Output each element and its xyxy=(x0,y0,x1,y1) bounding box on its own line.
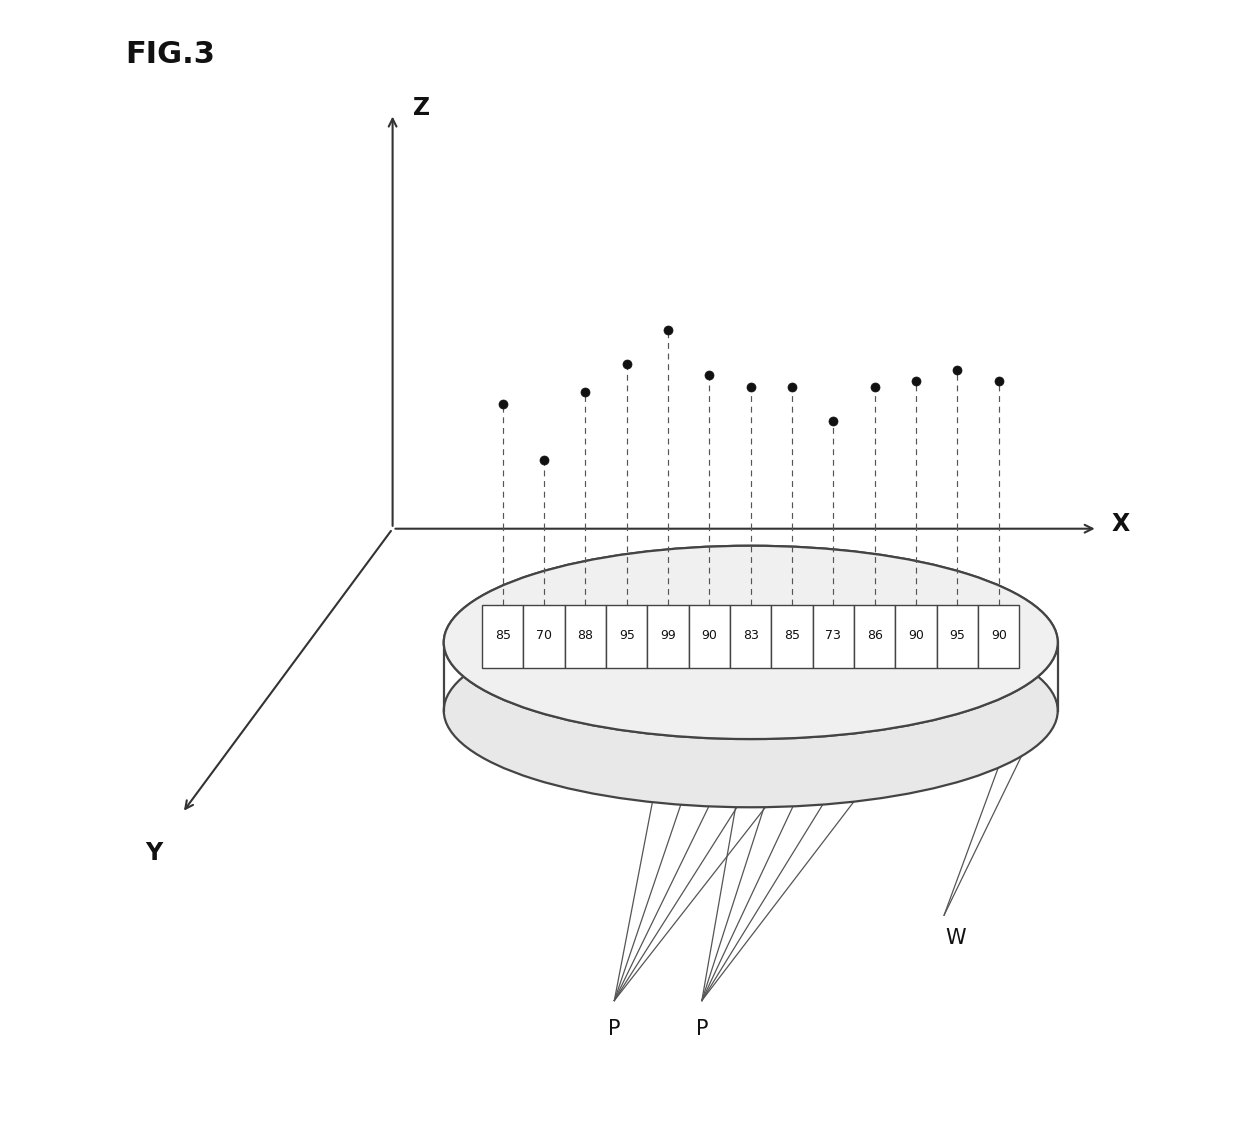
Text: 90: 90 xyxy=(702,629,718,642)
FancyBboxPatch shape xyxy=(482,606,523,669)
Text: 73: 73 xyxy=(826,629,842,642)
FancyBboxPatch shape xyxy=(647,606,688,669)
FancyBboxPatch shape xyxy=(730,606,771,669)
Text: 95: 95 xyxy=(950,629,965,642)
Text: Z: Z xyxy=(413,96,430,121)
Ellipse shape xyxy=(444,546,1058,739)
FancyBboxPatch shape xyxy=(936,606,978,669)
Text: P: P xyxy=(696,1019,708,1039)
Text: 90: 90 xyxy=(908,629,924,642)
FancyBboxPatch shape xyxy=(812,606,854,669)
FancyBboxPatch shape xyxy=(895,606,936,669)
Text: 85: 85 xyxy=(495,629,511,642)
Ellipse shape xyxy=(444,546,1058,739)
Text: 83: 83 xyxy=(743,629,759,642)
Ellipse shape xyxy=(444,614,1058,807)
FancyBboxPatch shape xyxy=(688,606,730,669)
FancyBboxPatch shape xyxy=(606,606,647,669)
Text: 70: 70 xyxy=(536,629,552,642)
FancyBboxPatch shape xyxy=(523,606,564,669)
Text: 88: 88 xyxy=(578,629,594,642)
Text: 95: 95 xyxy=(619,629,635,642)
Text: 90: 90 xyxy=(991,629,1007,642)
FancyBboxPatch shape xyxy=(771,606,812,669)
Text: 85: 85 xyxy=(784,629,800,642)
Text: 99: 99 xyxy=(660,629,676,642)
Text: 86: 86 xyxy=(867,629,883,642)
FancyBboxPatch shape xyxy=(564,606,606,669)
FancyBboxPatch shape xyxy=(978,606,1019,669)
Text: P: P xyxy=(608,1019,620,1039)
Text: X: X xyxy=(1111,512,1130,537)
FancyBboxPatch shape xyxy=(854,606,895,669)
Text: W: W xyxy=(945,928,966,948)
Text: FIG.3: FIG.3 xyxy=(125,40,216,69)
Text: Y: Y xyxy=(145,841,162,865)
